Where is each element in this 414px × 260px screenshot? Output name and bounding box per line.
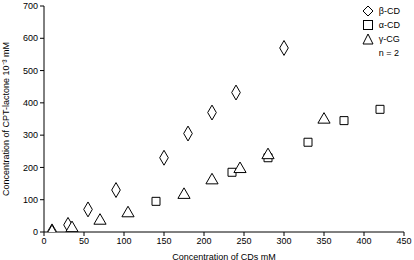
svg-text:500: 500	[23, 66, 38, 76]
html-text:γ-CG: γ-CG	[378, 34, 400, 44]
svg-text:300: 300	[23, 130, 38, 140]
svg-text:400: 400	[356, 236, 371, 246]
svg-text:600: 600	[23, 33, 38, 43]
svg-text:400: 400	[23, 98, 38, 108]
svg-text:Concentration of CPT-lactone 1: Concentration of CPT-lactone 10⁻³ mM	[8, 42, 11, 196]
svg-text:450: 450	[396, 236, 406, 246]
svg-text:200: 200	[23, 163, 38, 173]
svg-text:Concentration of CDs mM: Concentration of CDs mM	[172, 252, 276, 260]
svg-text:0: 0	[33, 227, 38, 237]
svg-text:100: 100	[23, 195, 38, 205]
svg-text:350: 350	[316, 236, 331, 246]
html-text:n = 2: n = 2	[378, 48, 400, 58]
html-text:α-CD: α-CD	[378, 20, 400, 30]
svg-text:150: 150	[156, 236, 171, 246]
svg-text:0: 0	[41, 236, 46, 246]
svg-text:700: 700	[23, 1, 38, 11]
svg-text:50: 50	[79, 236, 89, 246]
svg-text:200: 200	[196, 236, 211, 246]
svg-text:250: 250	[236, 236, 251, 246]
svg-text:300: 300	[276, 236, 291, 246]
svg-text:100: 100	[116, 236, 131, 246]
html-text:β-CD: β-CD	[378, 6, 400, 16]
